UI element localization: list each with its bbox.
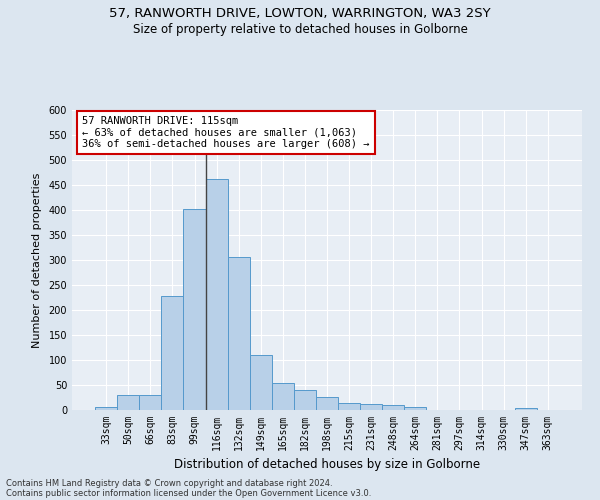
Bar — [139, 395, 161, 410]
Text: 57 RANWORTH DRIVE: 115sqm
← 63% of detached houses are smaller (1,063)
36% of se: 57 RANWORTH DRIVE: 115sqm ← 63% of detac… — [82, 116, 370, 149]
Bar — [404, 407, 427, 410]
Bar — [294, 390, 316, 410]
Bar — [227, 256, 250, 410]
Text: Size of property relative to detached houses in Golborne: Size of property relative to detached ho… — [133, 22, 467, 36]
Text: 57, RANWORTH DRIVE, LOWTON, WARRINGTON, WA3 2SY: 57, RANWORTH DRIVE, LOWTON, WARRINGTON, … — [109, 8, 491, 20]
Bar — [382, 405, 404, 410]
Bar — [95, 406, 117, 410]
Bar — [316, 396, 338, 410]
Bar — [117, 395, 139, 410]
Bar — [184, 208, 206, 410]
Bar — [515, 408, 537, 410]
X-axis label: Distribution of detached houses by size in Golborne: Distribution of detached houses by size … — [174, 458, 480, 471]
Y-axis label: Number of detached properties: Number of detached properties — [32, 172, 41, 348]
Bar — [360, 404, 382, 410]
Text: Contains HM Land Registry data © Crown copyright and database right 2024.: Contains HM Land Registry data © Crown c… — [6, 478, 332, 488]
Bar — [338, 402, 360, 410]
Bar — [272, 383, 294, 410]
Text: Contains public sector information licensed under the Open Government Licence v3: Contains public sector information licen… — [6, 488, 371, 498]
Bar — [250, 355, 272, 410]
Bar — [206, 178, 227, 410]
Bar — [161, 296, 184, 410]
